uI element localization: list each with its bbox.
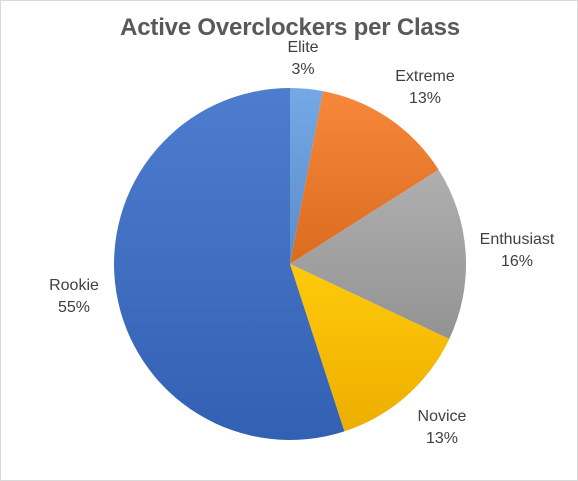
slice-percent-rookie: 55%	[57, 299, 91, 316]
slice-label-novice: Novice 13%	[382, 406, 502, 450]
slice-name-rookie: Rookie	[49, 277, 99, 294]
pie-slice-elite	[290, 88, 323, 264]
slice-name-extreme: Extreme	[395, 68, 455, 85]
pie-slice-extreme	[290, 91, 439, 265]
slice-name-novice: Novice	[417, 408, 467, 425]
slice-label-rookie: Rookie 55%	[14, 275, 134, 319]
pie-slice-enthusiast	[290, 169, 467, 339]
slice-label-enthusiast: Enthusiast 16%	[457, 229, 577, 273]
slice-percent-elite: 3%	[291, 61, 315, 78]
slice-percent-enthusiast: 16%	[500, 253, 534, 270]
pie-slice-novice	[290, 264, 450, 432]
slice-label-extreme: Extreme 13%	[365, 66, 485, 110]
slice-name-enthusiast: Enthusiast	[479, 231, 555, 248]
slice-name-elite: Elite	[287, 39, 319, 56]
slice-label-elite: Elite 3%	[243, 37, 363, 81]
chart-title: Active Overclockers per Class	[120, 14, 460, 41]
pie-slices	[114, 88, 467, 440]
pie-slice-rookie	[114, 88, 345, 440]
slice-percent-extreme: 13%	[408, 90, 442, 107]
slice-percent-novice: 13%	[425, 430, 459, 447]
